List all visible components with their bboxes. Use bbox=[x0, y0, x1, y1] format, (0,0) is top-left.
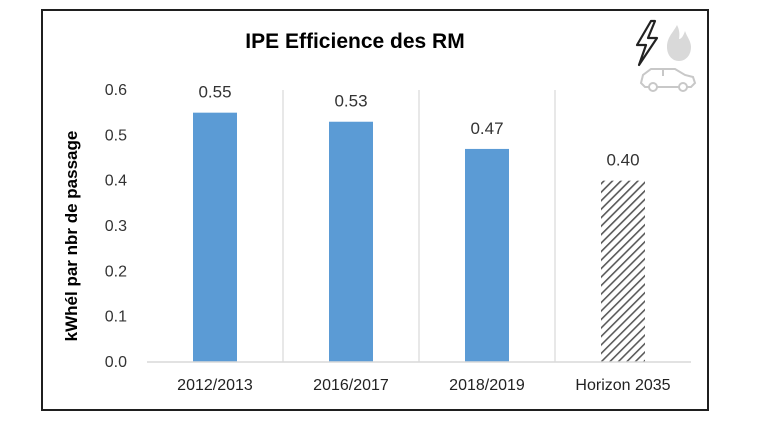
y-tick-label: 0.3 bbox=[105, 218, 127, 235]
energy-icons bbox=[635, 19, 697, 92]
chart-title: IPE Efficience des RM bbox=[245, 30, 464, 53]
flame-icon bbox=[667, 25, 691, 61]
data-labels: 0.55 0.53 0.47 0.40 bbox=[198, 83, 639, 170]
category-label: 2018/2019 bbox=[449, 377, 525, 394]
y-tick-label: 0.0 bbox=[105, 354, 127, 371]
category-label: Horizon 2035 bbox=[575, 377, 670, 394]
category-labels: 2012/2013 2016/2017 2018/2019 Horizon 2035 bbox=[177, 377, 671, 394]
data-label: 0.53 bbox=[334, 92, 367, 111]
data-label: 0.40 bbox=[606, 151, 639, 170]
lightning-icon bbox=[635, 19, 659, 67]
y-tick-label: 0.6 bbox=[105, 82, 127, 99]
y-axis-label: kWhél par nbr de passage bbox=[62, 131, 81, 342]
bar-3 bbox=[465, 148, 509, 362]
category-label: 2016/2017 bbox=[313, 377, 389, 394]
grid-separators bbox=[282, 90, 556, 362]
bar-4 bbox=[601, 180, 645, 362]
y-tick-label: 0.2 bbox=[105, 263, 127, 280]
y-tick-label: 0.4 bbox=[105, 173, 127, 190]
bar-1 bbox=[193, 112, 237, 363]
y-tick-label: 0.1 bbox=[105, 309, 127, 326]
bar-2 bbox=[329, 121, 373, 362]
y-axis-ticks: 0.0 0.1 0.2 0.3 0.4 0.5 0.6 bbox=[105, 82, 127, 371]
data-label: 0.55 bbox=[198, 83, 231, 102]
car-icon bbox=[639, 68, 697, 92]
chart-frame: IPE Efficience des RM kWhél par nbr de p… bbox=[41, 9, 709, 411]
y-tick-label: 0.5 bbox=[105, 127, 127, 144]
bar-chart: IPE Efficience des RM kWhél par nbr de p… bbox=[62, 19, 697, 394]
data-label: 0.47 bbox=[470, 119, 503, 138]
bars bbox=[193, 112, 645, 363]
category-label: 2012/2013 bbox=[177, 377, 253, 394]
